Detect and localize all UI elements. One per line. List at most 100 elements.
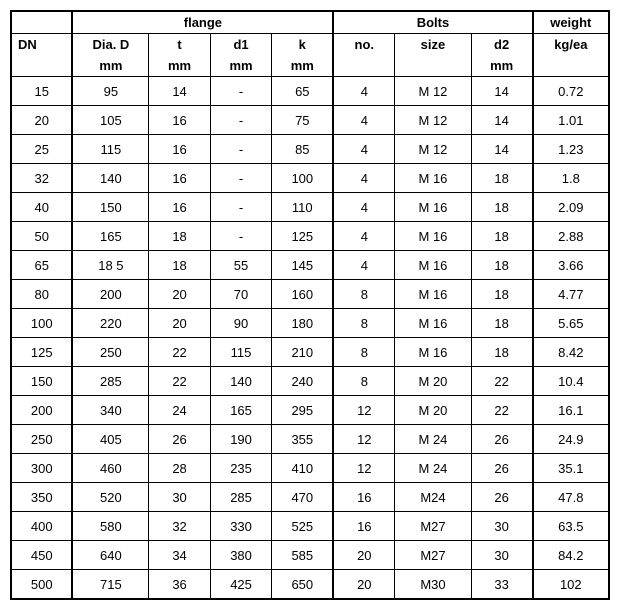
cell-no: 8 (333, 338, 394, 367)
cell-d1: 380 (210, 541, 271, 570)
header-group-weight: weight (533, 11, 609, 34)
cell-d2: 33 (471, 570, 533, 600)
unit-d2: mm (471, 55, 533, 77)
cell-size: M 12 (395, 77, 471, 106)
cell-no: 16 (333, 483, 394, 512)
unit-d1: mm (210, 55, 271, 77)
cell-no: 12 (333, 425, 394, 454)
cell-d1: - (210, 106, 271, 135)
cell-d2: 30 (471, 512, 533, 541)
cell-no: 12 (333, 396, 394, 425)
cell-kgea: 102 (533, 570, 609, 600)
cell-dn: 65 (11, 251, 72, 280)
cell-d1: - (210, 77, 271, 106)
cell-dn: 200 (11, 396, 72, 425)
cell-t: 14 (149, 77, 210, 106)
cell-no: 4 (333, 77, 394, 106)
cell-t: 32 (149, 512, 210, 541)
cell-no: 4 (333, 222, 394, 251)
table-row: 125250221152108M 16188.42 (11, 338, 609, 367)
cell-no: 8 (333, 367, 394, 396)
table-row: 4005803233052516M273063.5 (11, 512, 609, 541)
cell-kgea: 24.9 (533, 425, 609, 454)
cell-no: 4 (333, 135, 394, 164)
cell-dn: 125 (11, 338, 72, 367)
cell-diaD: 150 (72, 193, 148, 222)
cell-t: 20 (149, 280, 210, 309)
cell-t: 22 (149, 338, 210, 367)
cell-dn: 450 (11, 541, 72, 570)
cell-k: 240 (272, 367, 334, 396)
cell-kgea: 10.4 (533, 367, 609, 396)
header-t: t (149, 34, 210, 56)
cell-k: 100 (272, 164, 334, 193)
cell-d1: 115 (210, 338, 271, 367)
cell-size: M 16 (395, 193, 471, 222)
cell-k: 125 (272, 222, 334, 251)
cell-no: 4 (333, 164, 394, 193)
cell-dn: 150 (11, 367, 72, 396)
table-row: 2010516-754M 12141.01 (11, 106, 609, 135)
header-d2: d2 (471, 34, 533, 56)
cell-dn: 400 (11, 512, 72, 541)
cell-k: 210 (272, 338, 334, 367)
cell-dn: 20 (11, 106, 72, 135)
cell-no: 4 (333, 251, 394, 280)
table-row: 3004602823541012M 242635.1 (11, 454, 609, 483)
cell-size: M 16 (395, 222, 471, 251)
cell-diaD: 105 (72, 106, 148, 135)
table-body: 159514-654M 12140.722010516-754M 12141.0… (11, 77, 609, 600)
cell-d2: 14 (471, 106, 533, 135)
cell-t: 28 (149, 454, 210, 483)
cell-diaD: 220 (72, 309, 148, 338)
cell-size: M 16 (395, 338, 471, 367)
cell-t: 16 (149, 135, 210, 164)
header-d1: d1 (210, 34, 271, 56)
cell-t: 20 (149, 309, 210, 338)
cell-k: 410 (272, 454, 334, 483)
cell-kgea: 2.09 (533, 193, 609, 222)
cell-t: 36 (149, 570, 210, 600)
cell-diaD: 285 (72, 367, 148, 396)
header-no: no. (333, 34, 394, 77)
cell-d2: 26 (471, 483, 533, 512)
cell-kgea: 16.1 (533, 396, 609, 425)
cell-k: 145 (272, 251, 334, 280)
cell-k: 470 (272, 483, 334, 512)
header-diaD: Dia. D (72, 34, 148, 56)
table-row: 2511516-854M 12141.23 (11, 135, 609, 164)
table-row: 159514-654M 12140.72 (11, 77, 609, 106)
cell-k: 110 (272, 193, 334, 222)
cell-kgea: 1.01 (533, 106, 609, 135)
cell-d2: 14 (471, 135, 533, 164)
cell-size: M 24 (395, 425, 471, 454)
cell-d1: - (210, 164, 271, 193)
cell-kgea: 47.8 (533, 483, 609, 512)
table-row: 4015016-1104M 16182.09 (11, 193, 609, 222)
cell-dn: 500 (11, 570, 72, 600)
cell-size: M27 (395, 512, 471, 541)
cell-size: M 20 (395, 367, 471, 396)
cell-d1: - (210, 193, 271, 222)
cell-kgea: 1.8 (533, 164, 609, 193)
table-row: 3505203028547016M242647.8 (11, 483, 609, 512)
cell-size: M24 (395, 483, 471, 512)
cell-t: 34 (149, 541, 210, 570)
cell-d2: 14 (471, 77, 533, 106)
header-blank (11, 11, 72, 34)
cell-d2: 18 (471, 338, 533, 367)
cell-d2: 18 (471, 280, 533, 309)
cell-d2: 26 (471, 454, 533, 483)
cell-t: 18 (149, 251, 210, 280)
unit-diaD: mm (72, 55, 148, 77)
cell-dn: 100 (11, 309, 72, 338)
cell-kgea: 4.77 (533, 280, 609, 309)
header-group-flange: flange (72, 11, 333, 34)
header-k: k (272, 34, 334, 56)
unit-k: mm (272, 55, 334, 77)
cell-kgea: 84.2 (533, 541, 609, 570)
cell-diaD: 405 (72, 425, 148, 454)
cell-diaD: 140 (72, 164, 148, 193)
table-row: 4506403438058520M273084.2 (11, 541, 609, 570)
cell-no: 16 (333, 512, 394, 541)
